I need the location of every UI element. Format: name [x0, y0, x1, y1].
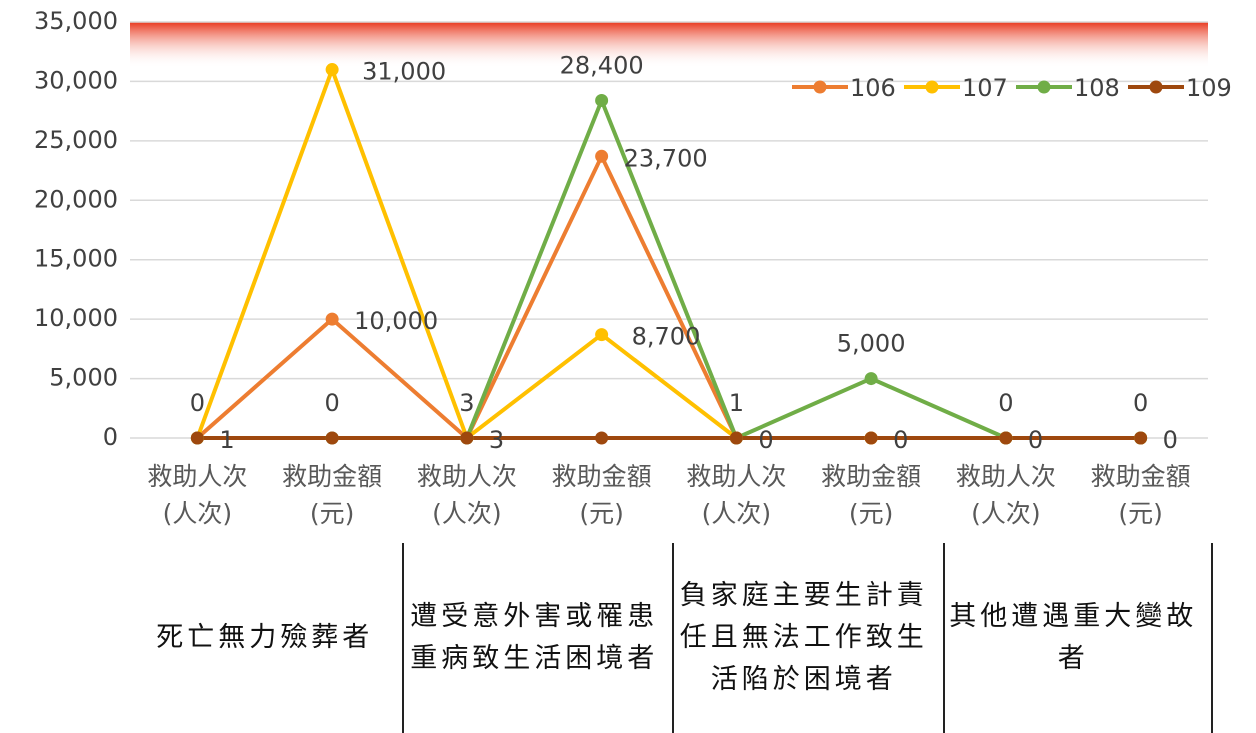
- data-label: 1: [219, 426, 234, 454]
- point: [325, 63, 339, 77]
- legend-marker: [1149, 80, 1163, 94]
- divider: [672, 543, 674, 733]
- point: [864, 431, 878, 445]
- legend-label: 108: [1074, 74, 1120, 102]
- data-label: 0: [893, 426, 908, 454]
- point: [595, 328, 609, 342]
- x-tick-label: 救助人次 (人次): [147, 462, 248, 528]
- y-tick-label: 5,000: [49, 364, 118, 392]
- data-label: 1: [729, 389, 744, 417]
- point: [325, 312, 339, 326]
- data-label: 10,000: [354, 307, 438, 335]
- legend-label: 106: [850, 74, 896, 102]
- legend-label: 107: [962, 74, 1008, 102]
- plot-band: [130, 22, 1208, 68]
- point: [864, 372, 878, 386]
- data-label: 5,000: [837, 330, 906, 358]
- data-label: 0: [758, 426, 773, 454]
- y-tick-label: 20,000: [34, 185, 118, 213]
- data-label: 3: [459, 389, 474, 417]
- point: [190, 431, 204, 445]
- y-tick-label: 30,000: [34, 66, 118, 94]
- data-label: 0: [190, 389, 205, 417]
- point: [460, 431, 474, 445]
- data-label: 31,000: [362, 58, 446, 86]
- point: [595, 93, 609, 107]
- chart: 05,00010,00015,00020,00025,00030,00035,0…: [34, 7, 1232, 454]
- legend-marker: [813, 80, 827, 94]
- divider: [402, 543, 404, 733]
- group-label: 其他遭遇重大變故者: [949, 601, 1198, 674]
- point: [729, 431, 743, 445]
- data-label: 0: [324, 389, 339, 417]
- y-tick-label: 35,000: [34, 7, 118, 35]
- data-label: 0: [1133, 389, 1148, 417]
- point: [595, 431, 609, 445]
- y-tick-label: 25,000: [34, 126, 118, 154]
- data-label: 8,700: [632, 323, 701, 351]
- x-tick-label: 救助金額 (元): [821, 462, 922, 528]
- divider: [1211, 543, 1213, 733]
- data-label: 0: [1028, 426, 1043, 454]
- x-tick-label: 救助金額 (元): [282, 462, 383, 528]
- group-label: 遭受意外害或罹患重病致生活困境者: [410, 601, 659, 674]
- divider: [943, 543, 945, 733]
- x-tick-label: 救助金額 (元): [551, 462, 652, 528]
- legend-marker: [1037, 80, 1051, 94]
- point: [595, 149, 609, 163]
- data-label: 0: [998, 389, 1013, 417]
- y-tick-label: 15,000: [34, 245, 118, 273]
- data-label: 28,400: [560, 51, 644, 79]
- group-label: 死亡無力殮葬者: [156, 622, 374, 653]
- point: [325, 431, 339, 445]
- x-tick-label: 救助金額 (元): [1090, 462, 1191, 528]
- legend-label: 109: [1186, 74, 1232, 102]
- data-label: 23,700: [624, 144, 708, 172]
- point: [999, 431, 1013, 445]
- legend-marker: [925, 80, 939, 94]
- series-line: [195, 67, 1141, 440]
- group-label: 負家庭主要生計責任且無法工作致生活陷於困境者: [679, 580, 928, 695]
- data-label: 3: [489, 426, 504, 454]
- x-tick-label: 救助人次 (人次): [416, 462, 517, 528]
- x-tick-label: 救助人次 (人次): [686, 462, 787, 528]
- x-tick-label: 救助人次 (人次): [955, 462, 1056, 528]
- data-label: 0: [1163, 426, 1178, 454]
- y-tick-label: 0: [103, 423, 118, 451]
- point: [1134, 431, 1148, 445]
- y-tick-label: 10,000: [34, 304, 118, 332]
